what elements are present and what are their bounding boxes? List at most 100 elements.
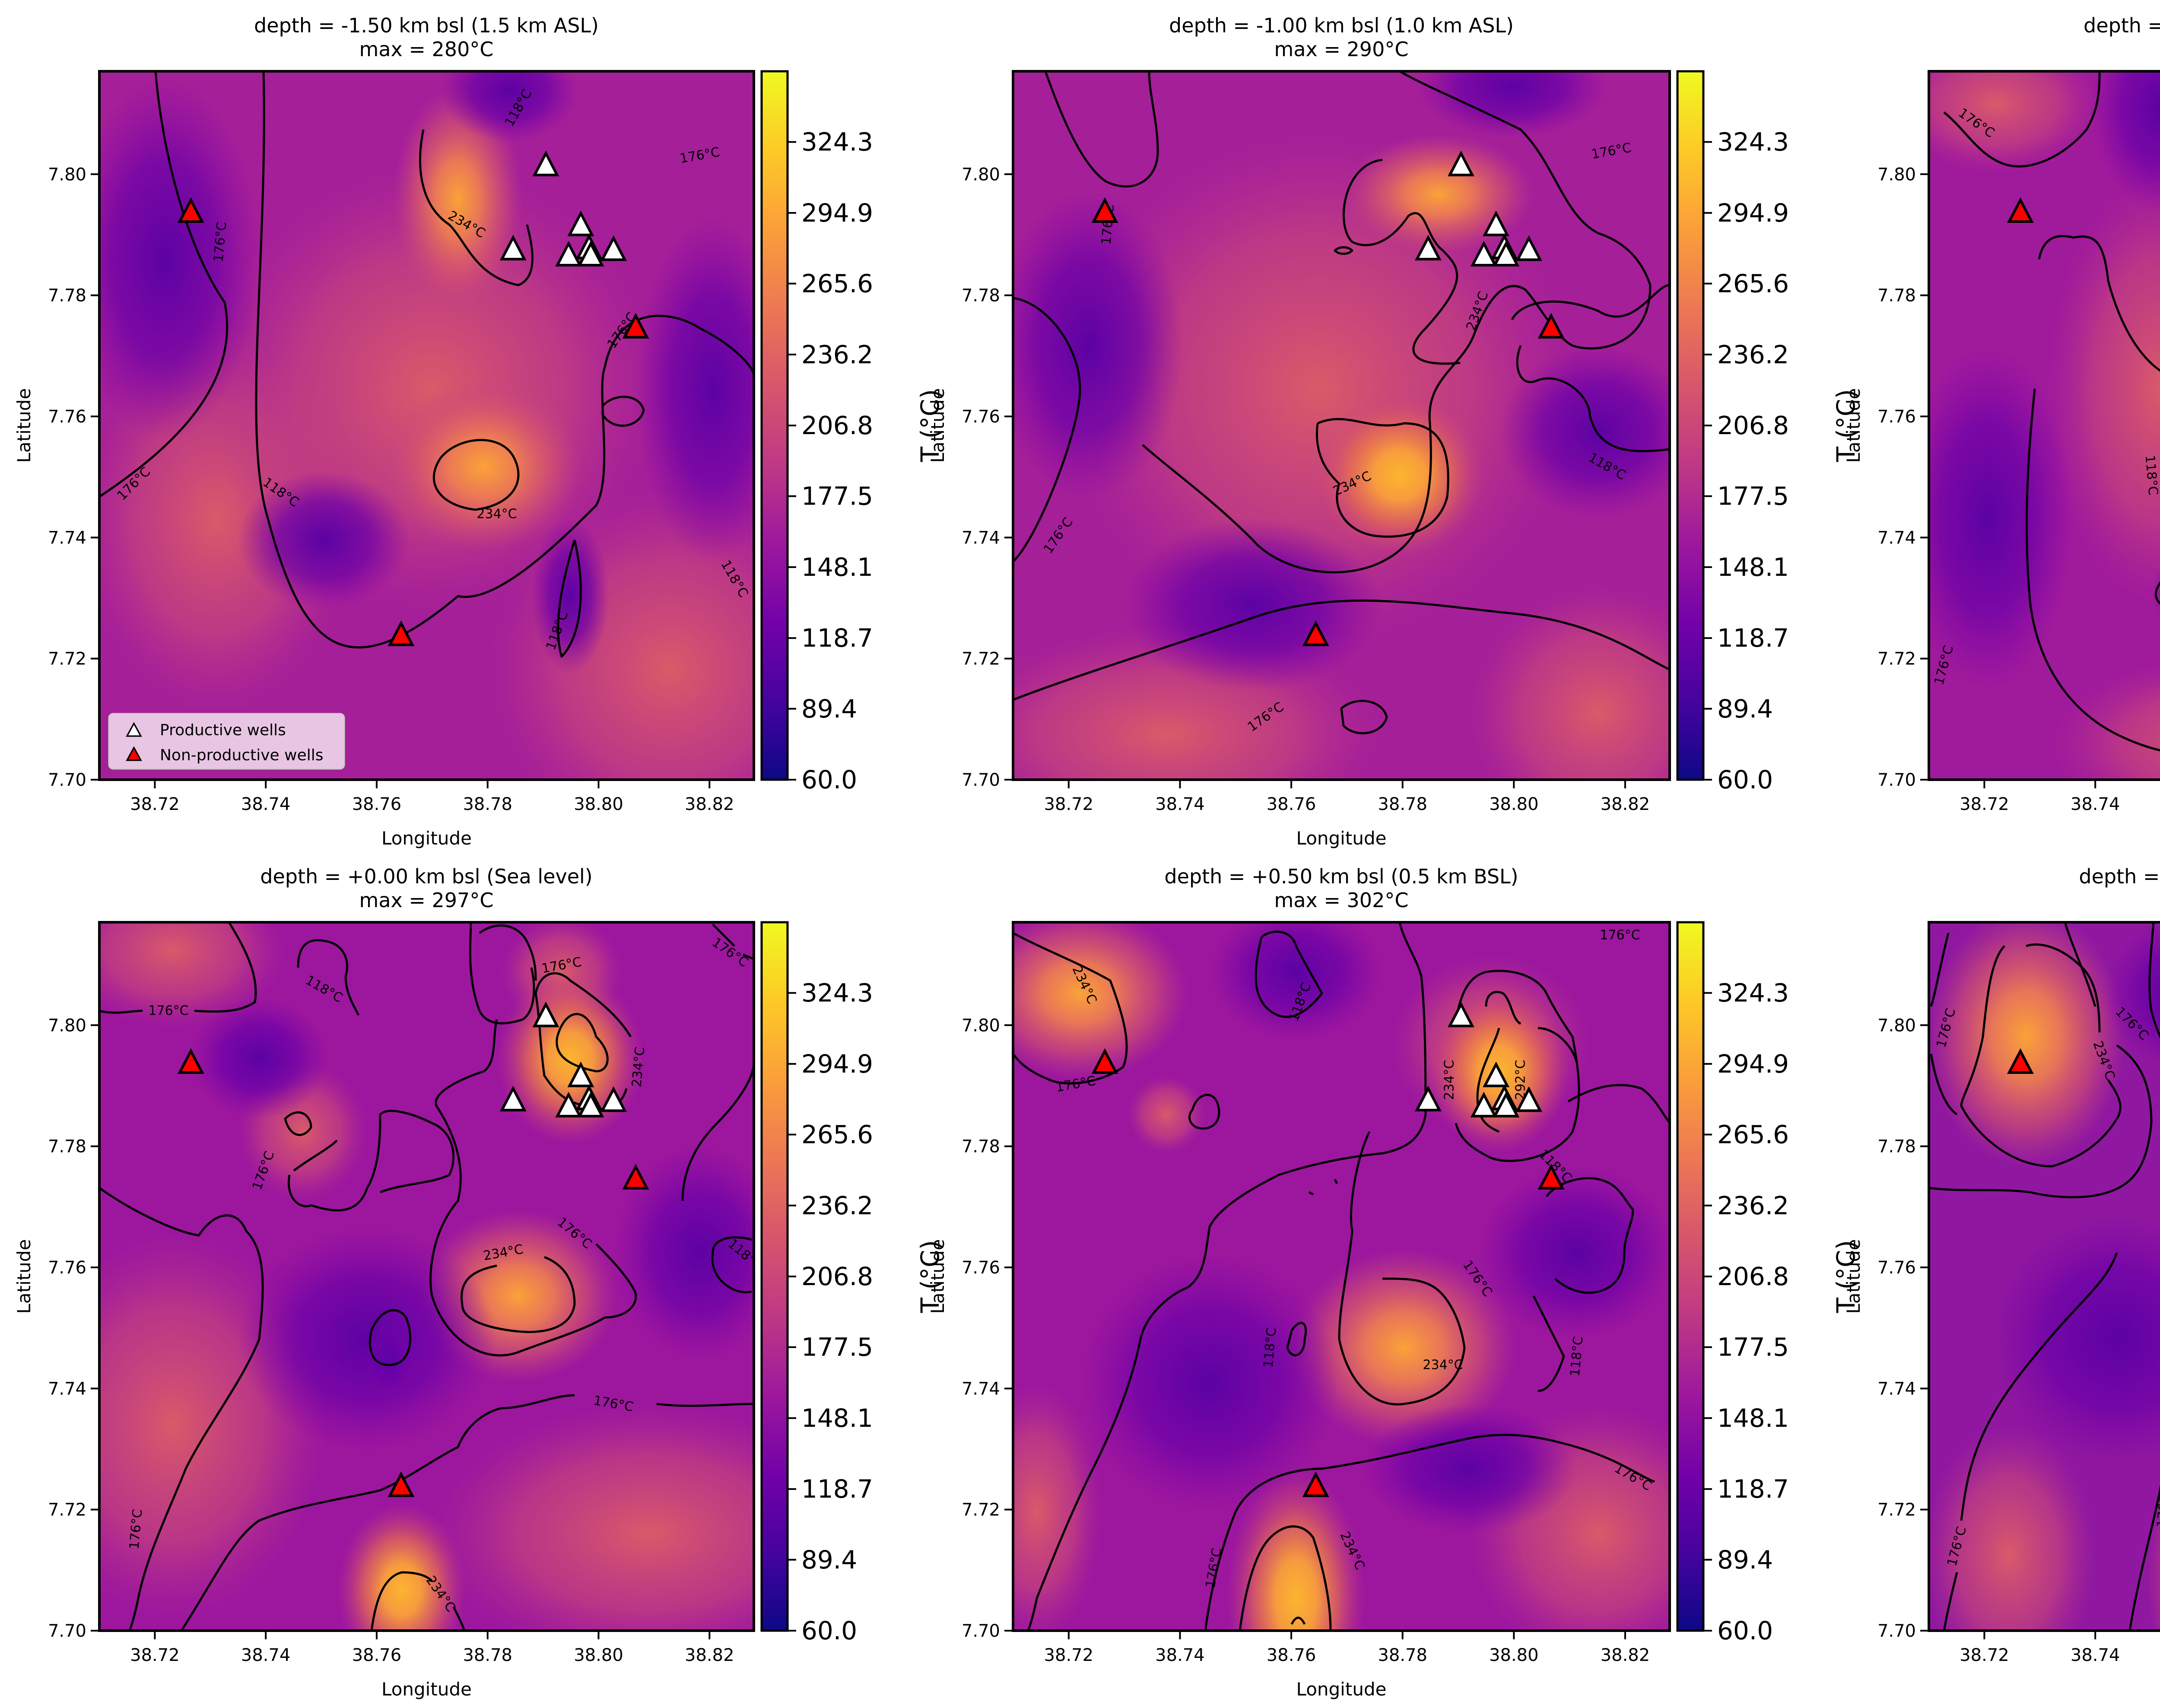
heatmap: 176°C 234°C 176°C 118°C 234°C 118°C 176°… bbox=[1929, 922, 2160, 1631]
colorbar-title: T (°C) bbox=[915, 389, 945, 463]
productive-well-icon bbox=[567, 1061, 594, 1087]
heatmap: 234°C 234°C 176°C 118°C 176°C 176°C 176°… bbox=[1013, 71, 1670, 780]
y-tick-label: 7.70 bbox=[962, 1621, 1000, 1641]
x-tick-label: 38.82 bbox=[1601, 1645, 1650, 1665]
axes-5: 38.72 38.74 38.76 38.78 38.80 38.82 7.70 7.72 7.… bbox=[927, 921, 1861, 1700]
x-tick-label: 38.72 bbox=[130, 1645, 180, 1665]
productive-well-icon bbox=[1515, 235, 1543, 261]
panel-2: depth = -1.00 km bsl (1.0 km ASL) max = … bbox=[1013, 14, 1670, 780]
colorbar-tick-label: 148.1 bbox=[1717, 552, 1789, 582]
axes-2: 38.72 38.74 38.76 38.78 38.80 38.82 7.70 7.72 7.… bbox=[927, 70, 1861, 849]
colorbar-tick-label: 118.7 bbox=[1717, 1474, 1789, 1504]
colorbar-tick-label: 236.2 bbox=[801, 1191, 873, 1220]
x-tick-label: 38.74 bbox=[2071, 794, 2120, 814]
x-tick-label: 38.76 bbox=[1267, 794, 1316, 814]
heatmap: 234°C 176°C 118°C 234°C 292°C 118°C 176°… bbox=[1013, 922, 1670, 1631]
x-tick-label: 38.80 bbox=[1489, 794, 1539, 814]
productive-well-icon bbox=[499, 1086, 527, 1111]
y-axis-label: Latitude bbox=[13, 388, 35, 463]
colorbar-tick-label: 324.3 bbox=[801, 978, 873, 1008]
productive-well-icon bbox=[1515, 1086, 1543, 1112]
colorbar-tick-label: 324.3 bbox=[801, 127, 873, 157]
axes-frame bbox=[98, 921, 755, 1632]
heatmap: 176°C 118°C 118°C 234°C 234°C 292°C 118°… bbox=[1929, 71, 2160, 780]
x-axis-label: Longitude bbox=[1296, 1679, 1387, 1700]
contour-label: 234°C bbox=[1442, 1060, 1457, 1100]
y-tick-label: 7.74 bbox=[962, 528, 1000, 548]
panel-6: depth = +1.00 km bsl (1.0 km BSL) max = … bbox=[1929, 865, 2160, 1631]
panel-title: depth = -1.00 km bsl (1.0 km ASL) bbox=[1169, 14, 1514, 37]
panel-title: depth = -0.50 km bsl (0.5 km ASL) bbox=[2084, 14, 2160, 37]
axes-3: 38.7238.7438.7638.7838.8038.827.707.727.… bbox=[1843, 70, 2160, 814]
x-tick-label: 38.78 bbox=[463, 794, 512, 814]
x-tick-label: 38.80 bbox=[574, 794, 623, 814]
y-tick-label: 7.72 bbox=[48, 649, 86, 669]
axes-frame bbox=[1012, 70, 1671, 781]
x-tick-label: 38.72 bbox=[1960, 1645, 2009, 1665]
colorbar-tick-label: 265.6 bbox=[801, 269, 873, 298]
x-tick-label: 38.74 bbox=[2071, 1645, 2120, 1665]
non-productive-well-icon bbox=[1302, 620, 1329, 646]
panel-subtitle: max = 290°C bbox=[1274, 38, 1409, 61]
y-tick-label: 7.74 bbox=[962, 1379, 1000, 1399]
productive-well-icon bbox=[1470, 1092, 1497, 1118]
panel-5: depth = +0.50 km bsl (0.5 km BSL) max = … bbox=[1013, 865, 1670, 1631]
productive-well-icon bbox=[1448, 1001, 1474, 1028]
y-tick-label: 7.78 bbox=[1877, 1137, 1916, 1157]
y-tick-label: 7.74 bbox=[1877, 1379, 1916, 1399]
axes-frame bbox=[1012, 921, 1671, 1632]
panel-subtitle: max = 297°C bbox=[359, 889, 494, 912]
y-tick-label: 7.80 bbox=[48, 165, 86, 184]
non-productive-well-icon bbox=[1302, 1471, 1329, 1497]
productive-well-icon bbox=[1493, 241, 1520, 267]
y-tick-label: 7.76 bbox=[962, 407, 1000, 427]
panel-3: depth = -0.50 km bsl (0.5 km ASL) max = … bbox=[1929, 14, 2160, 780]
y-tick-label: 7.80 bbox=[962, 165, 1000, 184]
colorbar-tick-label: 60.0 bbox=[801, 1616, 857, 1645]
x-axis-label: Longitude bbox=[381, 1679, 472, 1700]
colorbar: 60.0 89.4 118.7 148.1 177.5 206.8 236.2 265.6 29… bbox=[760, 921, 945, 1645]
non-productive-well-icon bbox=[1091, 197, 1118, 223]
colorbar-tick-label: 206.8 bbox=[801, 411, 873, 440]
colorbar-tick-label: 177.5 bbox=[1717, 1333, 1789, 1362]
x-tick-label: 38.78 bbox=[463, 1645, 512, 1665]
y-tick-label: 7.78 bbox=[1877, 286, 1916, 306]
x-tick-label: 38.82 bbox=[1601, 794, 1650, 814]
contour-label: 234°C bbox=[1423, 1358, 1463, 1373]
wells bbox=[1091, 1001, 1565, 1497]
y-tick-label: 7.70 bbox=[1877, 770, 1916, 790]
productive-well-icon bbox=[577, 1092, 604, 1118]
y-tick-label: 7.72 bbox=[962, 1500, 1000, 1520]
colorbar-tick-label: 177.5 bbox=[1717, 482, 1789, 511]
y-tick-label: 7.80 bbox=[48, 1016, 86, 1035]
y-tick-label: 7.76 bbox=[48, 407, 86, 427]
x-tick-label: 38.72 bbox=[1044, 794, 1094, 814]
wells bbox=[177, 1001, 649, 1497]
colorbar-tick-label: 294.9 bbox=[1717, 198, 1789, 228]
contour-label: 118°C bbox=[1568, 1336, 1586, 1377]
y-tick-label: 7.76 bbox=[962, 1258, 1000, 1278]
contour-label: 176°C bbox=[148, 1003, 188, 1019]
non-productive-well-icon bbox=[622, 1164, 649, 1190]
contour-label: 234°C bbox=[629, 1046, 648, 1088]
y-tick-label: 7.78 bbox=[962, 286, 1000, 306]
x-tick-label: 38.82 bbox=[685, 1645, 734, 1665]
axes-frame bbox=[1928, 70, 2160, 781]
panel-subtitle: max = 302°C bbox=[1274, 889, 1409, 912]
colorbar-title: T (°C) bbox=[915, 1240, 945, 1314]
colorbar-tick-label: 294.9 bbox=[801, 198, 873, 228]
non-productive-well-icon bbox=[177, 1048, 204, 1074]
y-tick-label: 7.72 bbox=[962, 649, 1000, 669]
non-productive-well-icon bbox=[1537, 313, 1565, 339]
colorbar-tick-label: 89.4 bbox=[801, 694, 857, 724]
y-tick-label: 7.70 bbox=[1877, 1621, 1916, 1641]
y-tick-label: 7.76 bbox=[1877, 1258, 1916, 1278]
colorbar-tick-label: 206.8 bbox=[1717, 1262, 1789, 1291]
non-productive-well-icon bbox=[1537, 1164, 1565, 1190]
colorbar-tick-label: 60.0 bbox=[1717, 765, 1773, 794]
non-productive-well-icon bbox=[1091, 1048, 1118, 1074]
x-axis-label: Longitude bbox=[1296, 828, 1387, 849]
y-axis-label: Latitude bbox=[927, 388, 948, 463]
productive-well-icon bbox=[499, 235, 527, 260]
axes-frame bbox=[98, 70, 755, 781]
